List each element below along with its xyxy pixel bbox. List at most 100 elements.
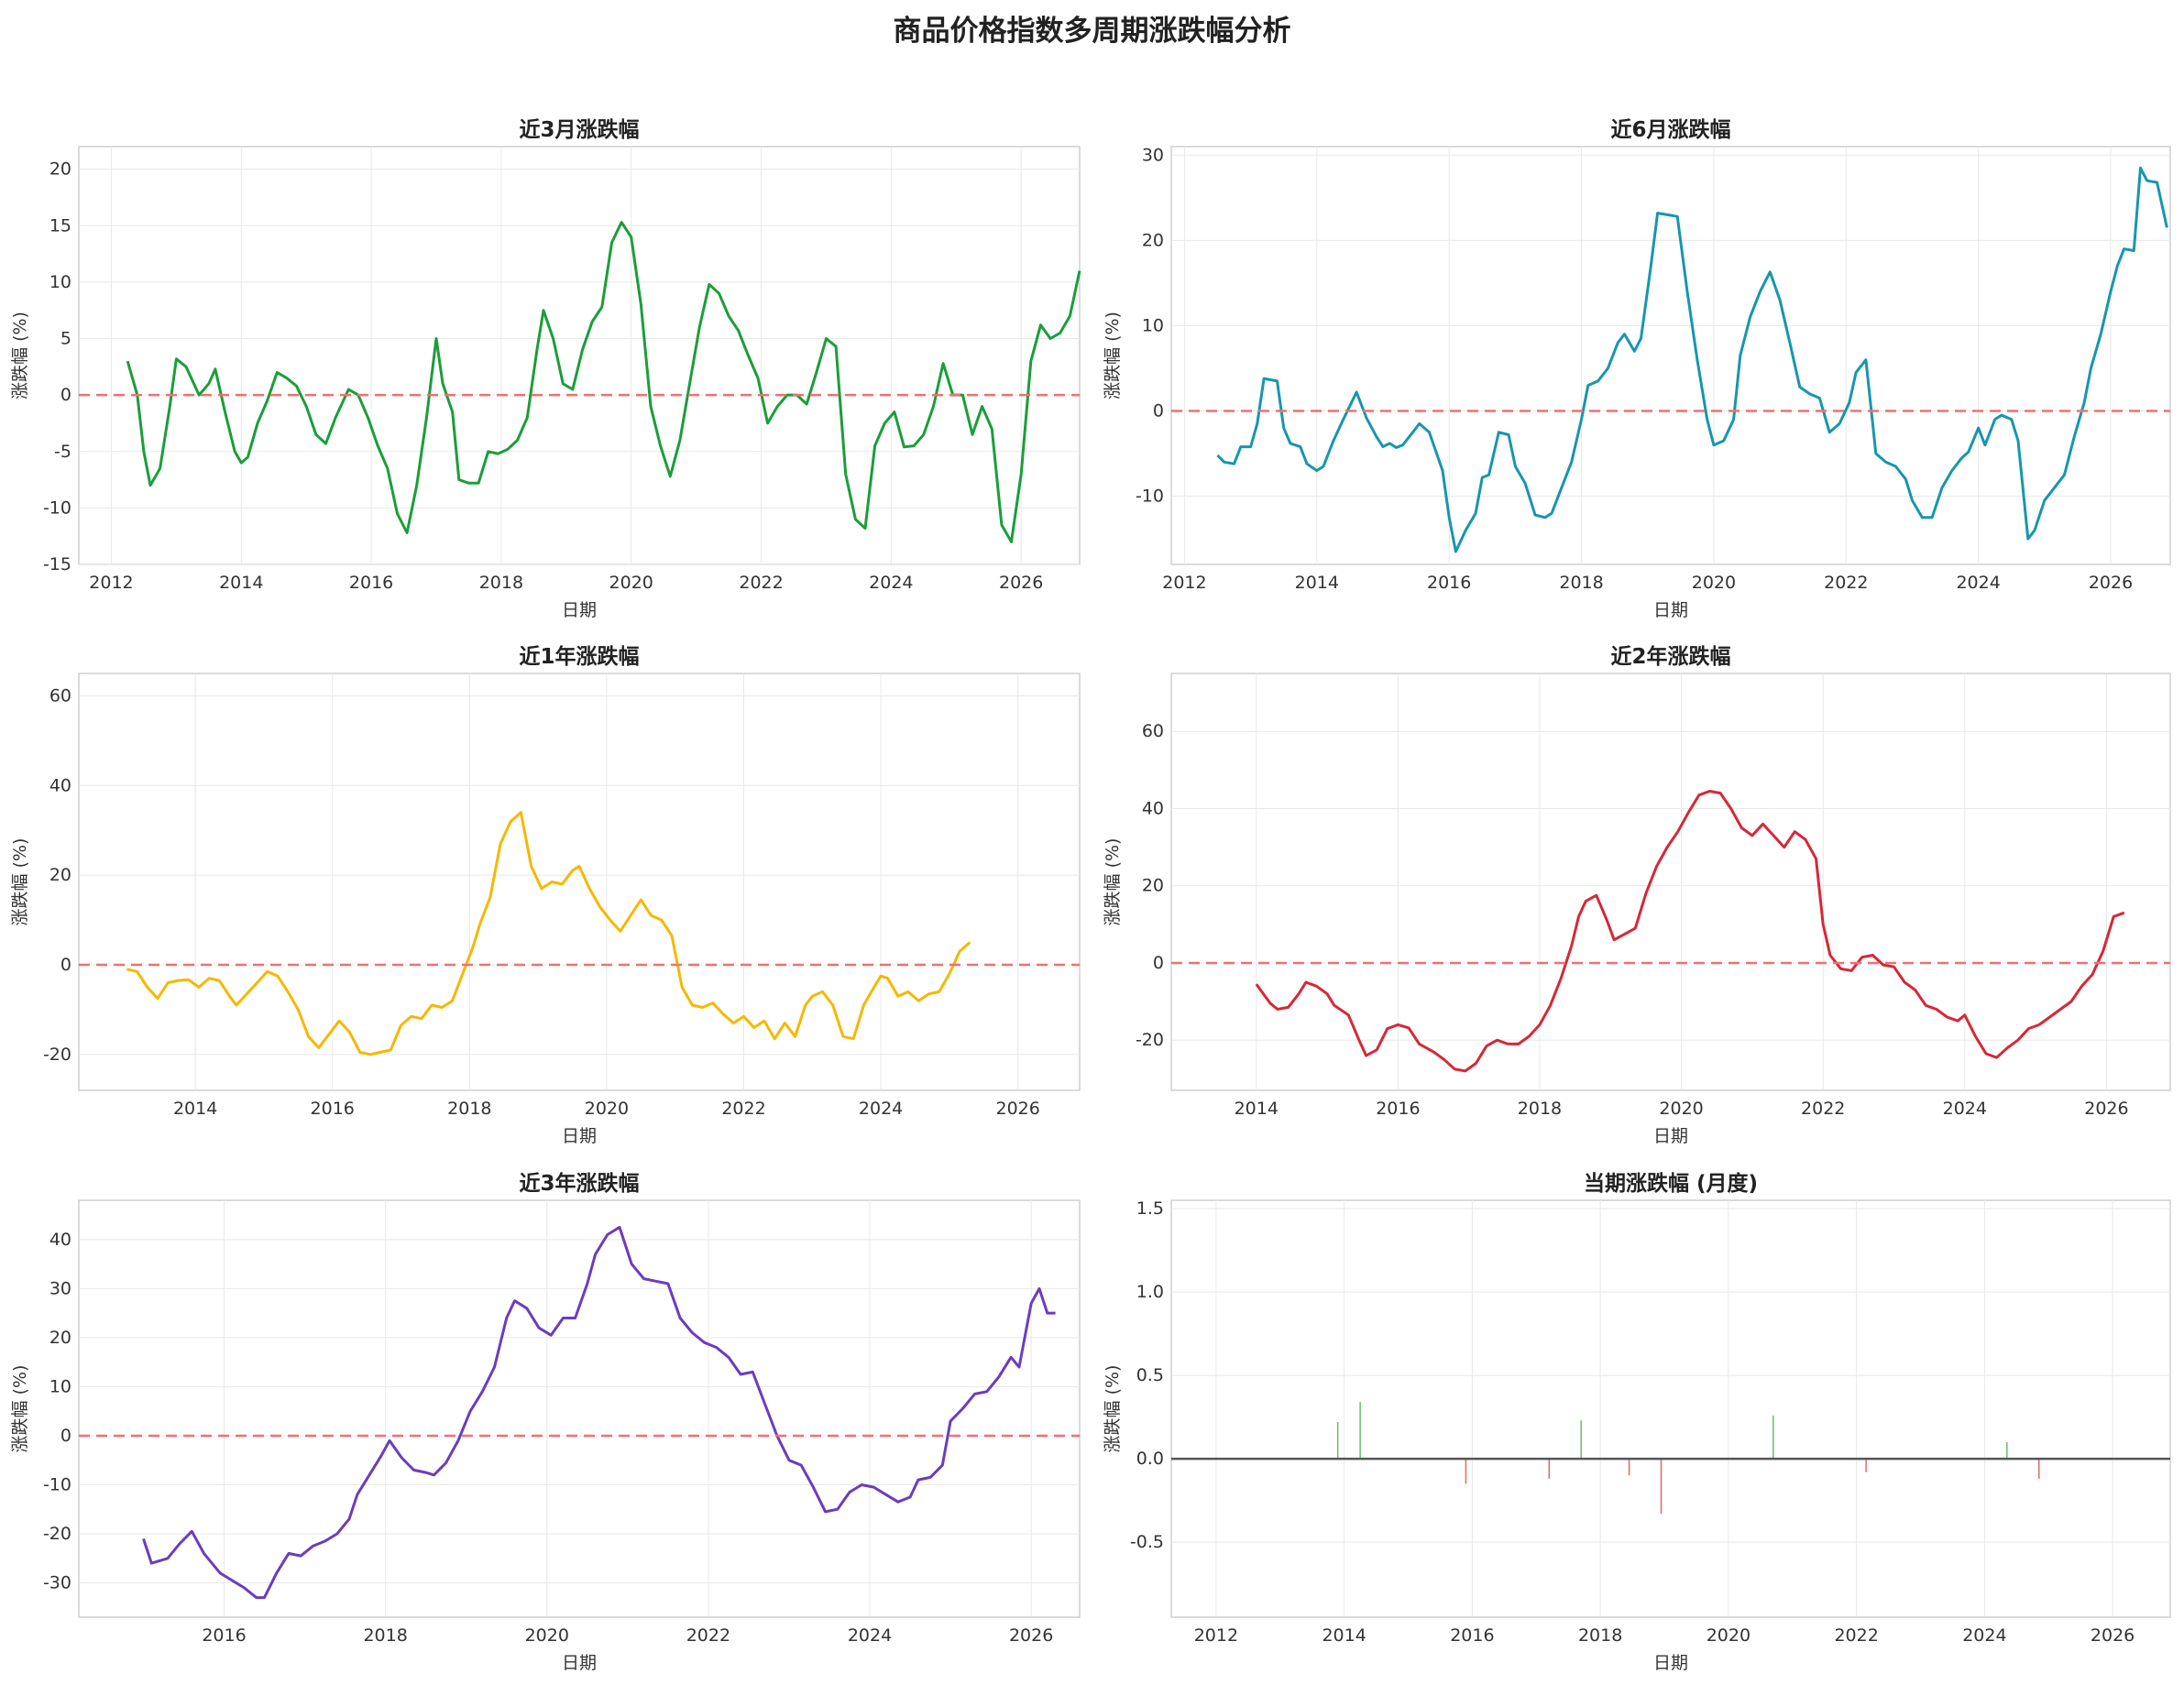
y-tick-label: -10 [1136, 487, 1164, 507]
panel-2: -10 0 10 20 30 2012 2014 2016 2018 2020 2022 2024 20… [1103, 118, 2171, 620]
x-tick-label: 2016 [1450, 1625, 1494, 1646]
y-tick-label: 40 [49, 1230, 71, 1250]
y-tick-label: 5 [60, 329, 71, 349]
y-axis-label: 涨跌幅 (%) [10, 312, 30, 399]
series-line [142, 1225, 1056, 1600]
x-tick-label: 2018 [1578, 1625, 1622, 1646]
x-tick-label: 2022 [1834, 1625, 1878, 1646]
x-tick-label: 2024 [1962, 1625, 2006, 1646]
x-tick-label: 2022 [739, 573, 783, 593]
y-tick-label: 0 [1153, 953, 1164, 973]
y-tick-label: 0.5 [1136, 1365, 1164, 1385]
y-tick-label: 30 [1142, 145, 1164, 165]
x-axis-label: 日期 [562, 600, 597, 620]
y-tick-label: 60 [1142, 721, 1164, 741]
x-tick-label: 2014 [1295, 573, 1339, 593]
x-tick-label: 2016 [1376, 1099, 1420, 1119]
y-tick-label: 40 [1142, 798, 1164, 818]
x-axis-label: 日期 [1653, 1126, 1688, 1146]
y-axis-label: 涨跌幅 (%) [10, 838, 30, 926]
x-tick-label: 2026 [1009, 1625, 1053, 1646]
y-tick-label: 20 [1142, 230, 1164, 250]
x-tick-label: 2016 [202, 1625, 246, 1646]
panel-1: -15 -10 -5 0 5 10 15 20 2012 2014 2016 2018 2020 2022… [10, 118, 1081, 620]
x-tick-label: 2020 [1707, 1625, 1750, 1646]
x-tick-label: 2026 [2084, 1099, 2128, 1119]
x-tick-label: 2026 [996, 1099, 1040, 1119]
x-tick-label: 2024 [848, 1625, 892, 1646]
x-tick-label: 2014 [1235, 1099, 1279, 1119]
panel-title: 近3年涨跌幅 [519, 1171, 639, 1196]
x-tick-label: 2022 [1801, 1099, 1845, 1119]
y-tick-label: 30 [49, 1278, 71, 1298]
plot-area [1170, 673, 2171, 1091]
x-tick-label: 2016 [349, 573, 393, 593]
y-tick-label: 0.0 [1136, 1449, 1164, 1469]
y-tick-label: 0 [60, 1426, 71, 1446]
series-line [126, 811, 971, 1056]
series-line [1216, 166, 2168, 553]
y-tick-label: 1.0 [1136, 1282, 1164, 1302]
series-line [1255, 790, 2125, 1073]
x-tick-label: 2018 [447, 1099, 491, 1119]
x-tick-label: 2020 [525, 1625, 569, 1646]
y-tick-label: 15 [49, 215, 71, 235]
plot-area [1170, 146, 2171, 565]
plot-area [78, 146, 1081, 565]
figure-title: 商品价格指数多周期涨跌幅分析 [893, 15, 1291, 48]
x-axis-label: 日期 [562, 1653, 597, 1673]
y-axis-label: 涨跌幅 (%) [1103, 838, 1123, 926]
x-tick-label: 2026 [2089, 573, 2133, 593]
panel-4: -20 0 20 40 60 2014 2016 2018 2020 2022 2024 2026 近2… [1103, 644, 2171, 1146]
x-axis-label: 日期 [1653, 1653, 1688, 1673]
y-tick-label: 20 [49, 159, 71, 180]
x-tick-label: 2026 [999, 573, 1043, 593]
y-tick-label: 10 [49, 272, 71, 292]
plot-area [1170, 1199, 2171, 1618]
x-tick-label: 2012 [1162, 573, 1206, 593]
panel-title: 当期涨跌幅 (月度) [1584, 1171, 1758, 1196]
y-tick-label: -20 [1136, 1030, 1164, 1050]
x-tick-label: 2014 [1322, 1625, 1366, 1646]
y-tick-label: 0 [60, 385, 71, 405]
x-tick-label: 2016 [1427, 573, 1471, 593]
y-tick-label: 10 [1142, 315, 1164, 335]
x-tick-label: 2020 [1659, 1099, 1703, 1119]
series-line [126, 221, 1081, 543]
x-tick-label: 2024 [859, 1099, 903, 1119]
y-tick-label: 0 [1153, 400, 1164, 421]
y-tick-label: -30 [43, 1573, 71, 1593]
y-tick-label: 20 [49, 1328, 71, 1348]
x-axis-label: 日期 [1653, 600, 1688, 620]
y-tick-label: 60 [49, 685, 71, 706]
panel-3: -20 0 20 40 60 2014 2016 2018 2020 2022 2024 2026 近1… [10, 644, 1081, 1146]
panel-title: 近1年涨跌幅 [519, 644, 639, 669]
x-tick-label: 2016 [311, 1099, 355, 1119]
x-tick-label: 2022 [686, 1625, 730, 1646]
plot-area [78, 673, 1081, 1091]
panel-6: -0.5 0.0 0.5 1.0 1.5 2012 2014 2016 2018 2020 2022… [1103, 1171, 2171, 1673]
x-tick-label: 2012 [1194, 1625, 1238, 1646]
y-tick-label: -10 [43, 1474, 71, 1494]
x-tick-label: 2022 [721, 1099, 765, 1119]
x-tick-label: 2026 [2091, 1625, 2135, 1646]
y-tick-label: -5 [54, 442, 71, 462]
y-tick-label: 10 [49, 1376, 71, 1396]
x-tick-label: 2012 [89, 573, 133, 593]
x-tick-label: 2018 [363, 1625, 407, 1646]
x-tick-label: 2022 [1824, 573, 1868, 593]
x-tick-label: 2014 [173, 1099, 217, 1119]
y-tick-label: -10 [43, 498, 71, 518]
x-tick-label: 2018 [1518, 1099, 1562, 1119]
panel-title: 近3月涨跌幅 [519, 118, 639, 142]
y-tick-label: 40 [49, 775, 71, 795]
y-tick-label: 20 [49, 865, 71, 885]
x-axis-label: 日期 [562, 1126, 597, 1146]
x-tick-label: 2020 [585, 1099, 629, 1119]
x-tick-label: 2018 [479, 573, 523, 593]
y-tick-label: -0.5 [1130, 1532, 1164, 1552]
x-tick-label: 2024 [1943, 1099, 1987, 1119]
y-tick-label: 20 [1142, 876, 1164, 896]
x-tick-label: 2024 [869, 573, 913, 593]
